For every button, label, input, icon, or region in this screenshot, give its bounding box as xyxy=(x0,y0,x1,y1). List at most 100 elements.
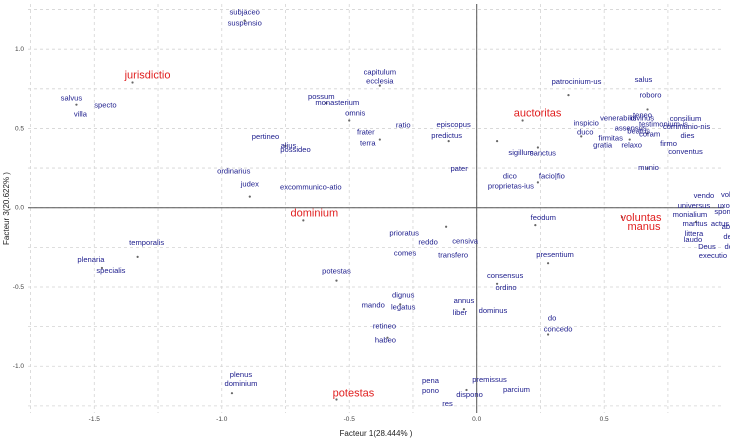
word-label: judex xyxy=(240,180,259,189)
word-label: prioratus xyxy=(389,229,419,238)
word-point xyxy=(284,144,287,147)
word-label: spontaneus xyxy=(714,207,730,216)
word-label: coram xyxy=(639,130,660,139)
word-label: salus xyxy=(635,75,653,84)
word-label: littera xyxy=(685,229,704,238)
modality-label: manus xyxy=(628,221,662,233)
word-label: executio xyxy=(699,251,727,260)
word-point xyxy=(378,84,381,87)
y-tick-label: -1.0 xyxy=(13,363,25,370)
word-label: conventus xyxy=(668,147,703,156)
word-label: terra xyxy=(360,139,376,148)
word-label: alius xyxy=(281,141,297,150)
word-point xyxy=(335,279,338,282)
word-point xyxy=(348,119,351,122)
word-label: pono xyxy=(422,386,439,395)
word-label: villa xyxy=(74,110,88,119)
word-label: dominium xyxy=(224,379,257,388)
word-label: comes xyxy=(394,249,417,258)
word-label: frater xyxy=(357,128,375,137)
word-label: liber xyxy=(453,308,468,317)
word-label: salvus xyxy=(61,94,83,103)
word-label: sigillum xyxy=(508,148,533,157)
word-label: inspicio xyxy=(574,118,599,127)
modality-point xyxy=(620,216,624,219)
word-label: suspensio xyxy=(228,19,262,28)
modality-label: jurisdictio xyxy=(124,69,171,81)
word-label: relaxo xyxy=(621,141,642,150)
word-label: annus xyxy=(454,296,475,305)
x-tick-label: -1.0 xyxy=(216,416,228,423)
word-label: patrocinium-us xyxy=(552,77,602,86)
modality-label: auctoritas xyxy=(514,108,562,120)
word-label: sanctus xyxy=(530,148,556,157)
word-label: plenus xyxy=(230,370,253,379)
grid-layer xyxy=(28,4,724,413)
word-label: habeo xyxy=(375,336,396,345)
word-label: subjaceo xyxy=(230,8,260,17)
x-axis-label: Facteur 1(28.444% ) xyxy=(340,429,413,438)
word-point xyxy=(248,195,251,198)
tick-labels: -1.5 -1.0 -0.5 0.0 0.5 -1.0 -0.5 0.0 0.5 1.0 xyxy=(13,46,609,423)
word-label: omnis xyxy=(345,109,365,118)
word-point xyxy=(100,266,104,270)
word-point xyxy=(567,94,570,97)
word-label: potestas xyxy=(322,267,351,276)
word-label: possideo xyxy=(280,145,310,154)
word-label: transfero xyxy=(438,251,468,260)
word-label: do xyxy=(548,314,556,323)
word-label: munio xyxy=(638,163,659,172)
word-point xyxy=(75,103,78,106)
word-point xyxy=(386,336,389,339)
data-points xyxy=(75,19,698,401)
word-point xyxy=(325,101,328,105)
word-label: maritus xyxy=(683,219,708,228)
modality-point xyxy=(521,119,524,122)
word-label: communio-nis xyxy=(663,122,710,131)
word-point xyxy=(230,392,234,395)
word-point xyxy=(546,262,550,265)
word-label: concedo xyxy=(544,325,573,334)
word-label: dispono xyxy=(456,390,483,399)
word-label: monasterium xyxy=(315,98,359,107)
x-tick-label: 0.5 xyxy=(600,416,609,423)
word-label: universus xyxy=(678,201,711,210)
word-label: reddo xyxy=(418,238,437,247)
word-label: volo xyxy=(721,190,730,199)
word-label: firmo xyxy=(660,139,677,148)
word-label: res xyxy=(442,399,453,408)
word-label: presentium xyxy=(536,250,574,259)
word-label: actus xyxy=(711,219,729,228)
word-label: facio|fio xyxy=(539,171,565,180)
modality-label: voluntas xyxy=(621,212,662,224)
word-label: vendo xyxy=(694,191,715,200)
word-point xyxy=(136,255,139,258)
point-labels: subjaceo suspensio salvus specto villa capitu… xyxy=(61,8,730,408)
y-axis-label: Facteur 3(20.622% ) xyxy=(2,172,11,245)
word-point xyxy=(536,146,539,149)
word-point xyxy=(646,108,649,111)
word-label: divinus xyxy=(630,113,654,122)
word-point xyxy=(445,225,448,228)
word-point xyxy=(534,224,537,227)
word-point xyxy=(462,308,466,311)
word-label: dominus xyxy=(479,306,508,315)
word-label: censiva xyxy=(452,237,479,246)
word-label: teneo xyxy=(633,110,652,119)
word-label: feodum xyxy=(531,213,556,222)
word-label: excommunico-atio xyxy=(280,183,342,192)
word-label: dono xyxy=(725,242,730,251)
word-label: mando xyxy=(362,300,385,309)
word-label: ecclesia xyxy=(366,77,394,86)
modality-point xyxy=(335,398,338,401)
word-point xyxy=(646,132,649,135)
word-label: pertineo xyxy=(252,132,279,141)
word-point xyxy=(546,333,550,336)
word-label: venerabilis xyxy=(600,113,637,122)
word-point xyxy=(495,282,499,285)
word-label: plenaria xyxy=(77,255,105,264)
word-label: debeo xyxy=(723,232,730,241)
y-tick-label: -0.5 xyxy=(13,284,25,291)
word-label: dico xyxy=(503,171,517,180)
